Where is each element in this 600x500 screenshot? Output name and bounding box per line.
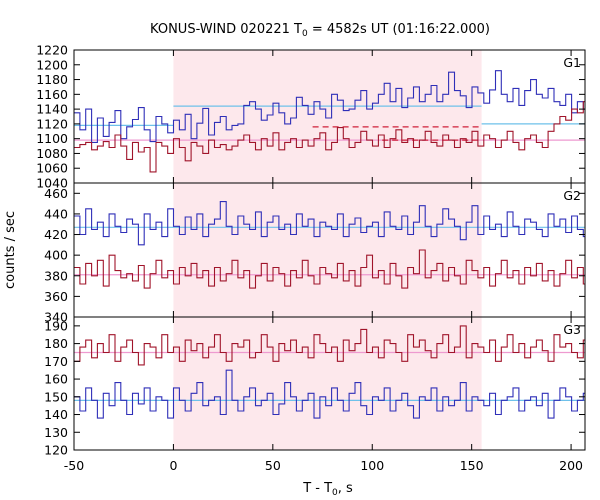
y-tick-label: 460	[44, 186, 68, 201]
x-axis-label: T - T0, s	[302, 481, 353, 498]
panel-label: G2	[563, 188, 581, 203]
shaded-interval	[173, 317, 482, 450]
shaded-interval	[173, 183, 482, 317]
y-tick-label: 400	[44, 248, 68, 263]
y-tick-label: 150	[44, 389, 68, 404]
y-tick-label: 380	[44, 268, 68, 283]
panel-label: G1	[563, 55, 581, 70]
y-tick-label: 120	[44, 443, 68, 458]
title-prefix: KONUS-WIND 020221 T	[150, 22, 302, 37]
series-red	[74, 101, 585, 173]
y-tick-label: 360	[44, 289, 68, 304]
x-tick-label: -50	[64, 458, 84, 473]
y-tick-label: 170	[44, 354, 68, 369]
panel-label: G3	[563, 322, 581, 337]
panel-g2: 340 360 380 400 420 440 460 G2	[44, 182, 586, 325]
y-axis-label: counts / sec	[3, 211, 18, 289]
y-tick-label: 1080	[36, 146, 68, 161]
y-tick-label: 190	[44, 318, 68, 333]
y-tick-label: 180	[44, 336, 68, 351]
y-tick-label: 1040	[36, 176, 68, 191]
y-tick-label: 140	[44, 407, 68, 422]
title-subscript: 0	[302, 29, 308, 39]
y-tick-label: 1100	[36, 131, 68, 146]
y-tick-label: 1140	[36, 102, 68, 117]
y-tick-label: 1060	[36, 161, 68, 176]
xlabel-suffix: , s	[338, 481, 353, 496]
x-tick-label: 100	[360, 458, 384, 473]
y-tick-label: 1120	[36, 116, 68, 131]
series-blue	[74, 201, 585, 246]
y-tick-label: 1200	[36, 57, 68, 72]
y-tick-label: 1180	[36, 72, 68, 87]
chart-title: KONUS-WIND 020221 T0 = 4582s UT (01:16:2…	[150, 22, 490, 39]
series-red	[74, 325, 585, 366]
x-tick-label: 0	[169, 458, 177, 473]
shaded-interval	[173, 50, 482, 183]
y-tick-label: 160	[44, 372, 68, 387]
series-blue	[74, 369, 585, 419]
panel-frame	[73, 316, 586, 451]
panels-group: 1040106010801100112011401160118012001220…	[36, 43, 586, 458]
y-tick-label: 440	[44, 206, 68, 221]
title-suffix: = 4582s UT (01:16:22.000)	[308, 22, 490, 37]
y-tick-label: 340	[44, 310, 68, 325]
xlabel-prefix: T - T	[302, 481, 332, 496]
x-tick-label: 200	[559, 458, 583, 473]
x-tick-label: 150	[460, 458, 484, 473]
series-blue	[74, 70, 585, 143]
panel-g1: 1040106010801100112011401160118012001220…	[36, 43, 586, 191]
series-red	[74, 249, 585, 289]
x-tick-label: 50	[265, 458, 281, 473]
x-axis: -50 0 50 100 150 200	[64, 458, 583, 473]
y-tick-label: 130	[44, 425, 68, 440]
y-tick-label: 420	[44, 227, 68, 242]
panel-g3: 120 130 140 150 160 170 180 190 G3	[44, 316, 586, 458]
y-tick-label: 1160	[36, 87, 68, 102]
xlabel-subscript: 0	[332, 488, 338, 498]
y-tick-label: 1220	[36, 43, 68, 58]
